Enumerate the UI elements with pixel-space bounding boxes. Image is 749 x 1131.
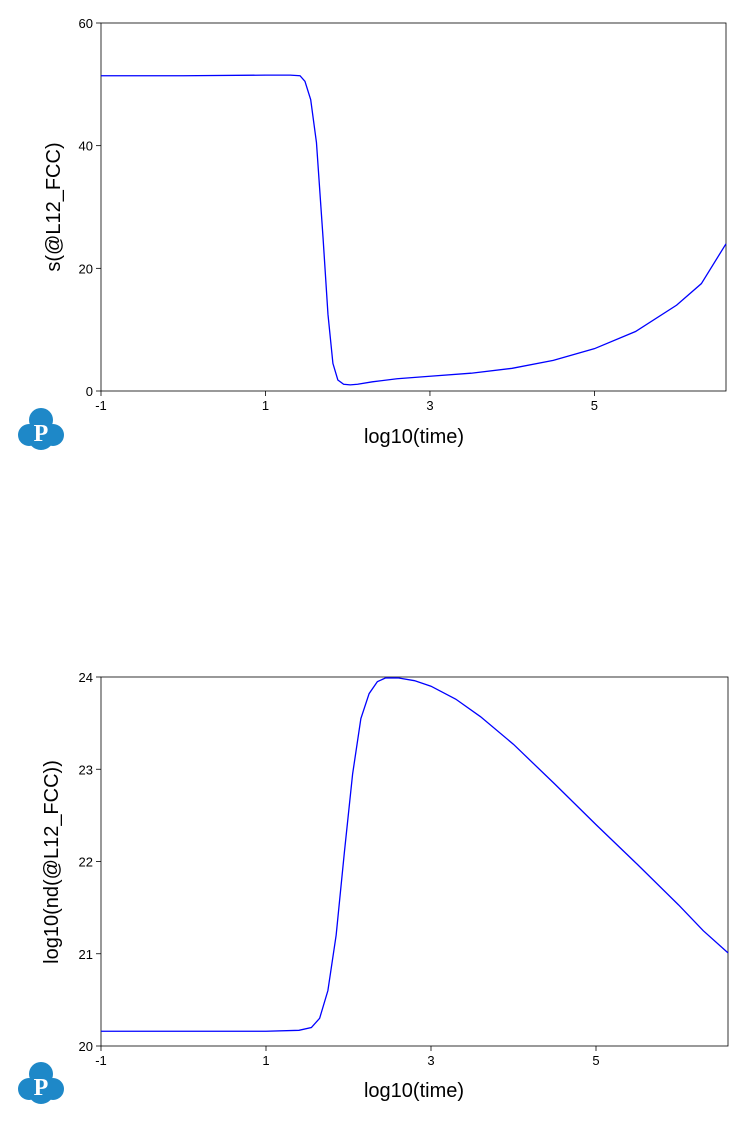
y-tick-label: 20: [79, 261, 93, 276]
logo: P: [18, 408, 64, 450]
y-axis-label: log10(nd(@L12_FCC)): [41, 760, 63, 964]
chart-2: 20 21 22 23 24 -1 1 3 5 log10(time) log10(nd(@L…: [18, 670, 729, 1104]
y-tick-label: 0: [86, 384, 93, 399]
x-tick-label: 3: [427, 1053, 434, 1068]
logo-blob: [28, 1078, 54, 1104]
x-ticks: -1 1 3 5: [95, 1046, 600, 1068]
x-tick-label: -1: [95, 1053, 107, 1068]
logo: P: [18, 1062, 64, 1104]
x-tick-label: -1: [95, 398, 107, 413]
logo-letter: P: [34, 421, 49, 447]
y-ticks: 0 20 40 60: [79, 16, 101, 399]
x-tick-label: 5: [591, 398, 598, 413]
y-tick-label: 23: [79, 762, 93, 777]
x-axis-label: log10(time): [364, 1080, 464, 1102]
series-line: [101, 74, 727, 386]
x-axis-label: log10(time): [364, 426, 464, 448]
logo-letter: P: [34, 1075, 49, 1101]
x-ticks: -1 1 3 5: [95, 391, 598, 413]
y-tick-label: 24: [79, 670, 93, 685]
x-tick-label: 1: [262, 398, 269, 413]
x-tick-label: 5: [592, 1053, 599, 1068]
y-ticks: 20 21 22 23 24: [79, 670, 101, 1054]
y-tick-label: 60: [79, 16, 93, 31]
logo-blob: [28, 424, 54, 450]
series-line: [101, 677, 729, 1032]
x-tick-label: 3: [426, 398, 433, 413]
y-tick-label: 40: [79, 139, 93, 154]
x-tick-label: 1: [262, 1053, 269, 1068]
y-tick-label: 21: [79, 947, 93, 962]
plot-area: [100, 22, 727, 392]
chart-1: 0 20 40 60 -1 1 3 5 log10(time) s(@L12_FCC) P: [18, 16, 727, 450]
y-tick-label: 20: [79, 1039, 93, 1054]
y-tick-label: 22: [79, 855, 93, 870]
y-axis-label: s(@L12_FCC): [43, 142, 65, 271]
